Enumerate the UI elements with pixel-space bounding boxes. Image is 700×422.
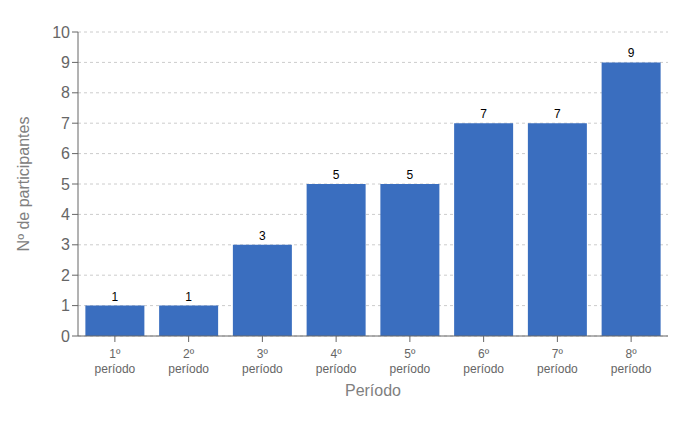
- svg-text:7: 7: [554, 107, 561, 121]
- svg-text:10: 10: [52, 24, 70, 41]
- svg-text:7: 7: [480, 107, 487, 121]
- svg-text:5: 5: [61, 176, 70, 193]
- svg-text:6ºperíodo: 6ºperíodo: [463, 347, 504, 376]
- svg-text:1: 1: [185, 290, 192, 304]
- svg-text:3: 3: [259, 229, 266, 243]
- svg-text:4ºperíodo: 4ºperíodo: [316, 347, 357, 376]
- svg-text:1: 1: [112, 290, 119, 304]
- svg-text:Nº de participantes: Nº de participantes: [15, 117, 32, 252]
- svg-text:9: 9: [61, 54, 70, 71]
- svg-text:5: 5: [407, 168, 414, 182]
- svg-text:7ºperíodo: 7ºperíodo: [537, 347, 578, 376]
- svg-text:3: 3: [61, 236, 70, 253]
- svg-text:2ºperíodo: 2ºperíodo: [168, 347, 209, 376]
- svg-text:3ºperíodo: 3ºperíodo: [242, 347, 283, 376]
- svg-text:9: 9: [628, 46, 635, 60]
- svg-text:7: 7: [61, 115, 70, 132]
- svg-text:5: 5: [333, 168, 340, 182]
- svg-text:2: 2: [61, 267, 70, 284]
- svg-text:Período: Período: [345, 382, 401, 399]
- svg-text:6: 6: [61, 145, 70, 162]
- svg-text:1: 1: [61, 297, 70, 314]
- svg-text:1ºperíodo: 1ºperíodo: [95, 347, 136, 376]
- svg-text:8: 8: [61, 84, 70, 101]
- svg-text:5ºperíodo: 5ºperíodo: [390, 347, 431, 376]
- svg-text:0: 0: [61, 328, 70, 345]
- svg-text:4: 4: [61, 206, 70, 223]
- svg-text:8ºperíodo: 8ºperíodo: [611, 347, 652, 376]
